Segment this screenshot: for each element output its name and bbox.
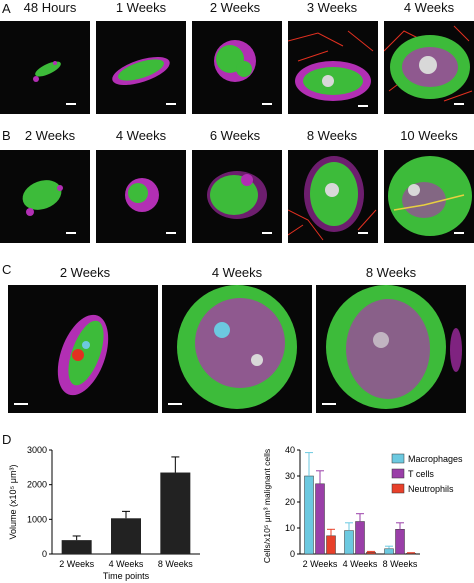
cell-density-bar-chart: 0 10 20 30 40 2 Weeks 4 Weeks 8 Weeks Cells/x10⁵… xyxy=(262,445,463,569)
microscopy-image xyxy=(162,285,312,413)
legend-label: T cells xyxy=(408,469,434,479)
scale-bar xyxy=(166,232,176,234)
legend-swatch xyxy=(391,453,405,464)
bar xyxy=(160,472,191,554)
timepoint-label: 4 Weeks xyxy=(403,0,455,15)
x-tick-label: 8 Weeks xyxy=(383,559,418,569)
bar xyxy=(366,551,376,555)
bar xyxy=(384,548,394,555)
timepoint-label: 2 Weeks xyxy=(209,0,261,15)
x-tick-label: 4 Weeks xyxy=(343,559,378,569)
scale-bar xyxy=(166,103,176,105)
microscopy-image xyxy=(192,21,282,114)
microscopy-image xyxy=(96,150,186,243)
x-tick-label: 4 Weeks xyxy=(109,559,144,569)
scale-bar xyxy=(322,403,336,405)
scale-bar xyxy=(14,403,28,405)
y-tick-label: 30 xyxy=(285,471,295,481)
y-tick-label: 2000 xyxy=(27,480,47,490)
scale-bar xyxy=(262,103,272,105)
x-axis-label: Time points xyxy=(103,571,150,581)
bar xyxy=(395,529,405,555)
timepoint-label: 6 Weeks xyxy=(209,128,261,143)
timepoint-label: 1 Weeks xyxy=(115,0,167,15)
bar xyxy=(355,521,365,555)
microscopy-image xyxy=(0,21,90,114)
legend-swatch xyxy=(391,468,405,479)
microscopy-image xyxy=(288,150,378,243)
microscopy-image xyxy=(288,21,378,114)
panel-d-charts: 0 1000 2000 3000 2 Weeks 4 Weeks 8 Weeks Time p… xyxy=(8,445,463,581)
x-tick-label: 2 Weeks xyxy=(59,559,94,569)
scale-bar xyxy=(358,105,368,107)
bar xyxy=(111,518,141,554)
scale-bar xyxy=(66,232,76,234)
scale-bar xyxy=(454,103,464,105)
y-tick-label: 10 xyxy=(285,523,295,533)
bar xyxy=(344,530,354,555)
microscopy-image xyxy=(192,150,282,243)
y-tick-label: 0 xyxy=(290,549,295,559)
microscopy-image xyxy=(96,21,186,114)
x-tick-label: 2 Weeks xyxy=(303,559,338,569)
microscopy-image xyxy=(384,21,474,114)
bar xyxy=(315,483,325,555)
panel-letter-b: B xyxy=(2,128,11,143)
scale-bar xyxy=(358,232,368,234)
microscopy-image xyxy=(8,285,158,413)
scale-bar xyxy=(66,103,76,105)
bar xyxy=(406,552,416,555)
panel-letter-c: C xyxy=(2,262,12,277)
legend-label: Macrophages xyxy=(408,454,463,464)
microscopy-image xyxy=(316,285,466,413)
panel-letter-d: D xyxy=(2,432,12,447)
timepoint-label: 2 Weeks xyxy=(59,265,111,280)
timepoint-label: 8 Weeks xyxy=(306,128,358,143)
x-tick-label: 8 Weeks xyxy=(158,559,193,569)
y-tick-label: 0 xyxy=(42,549,47,559)
bar xyxy=(304,475,314,555)
y-tick-label: 40 xyxy=(285,445,295,455)
timepoint-label: 10 Weeks xyxy=(400,128,458,143)
y-axis-label: Volume (x10⁵ μm³) xyxy=(8,465,18,540)
timepoint-label: 8 Weeks xyxy=(365,265,417,280)
y-tick-label: 1000 xyxy=(27,514,47,524)
scale-bar xyxy=(168,403,182,405)
microscopy-image xyxy=(0,150,90,243)
timepoint-label: 4 Weeks xyxy=(211,265,263,280)
timepoint-label: 4 Weeks xyxy=(115,128,167,143)
y-tick-label: 3000 xyxy=(27,445,47,455)
volume-bar-chart: 0 1000 2000 3000 2 Weeks 4 Weeks 8 Weeks Time p… xyxy=(8,445,200,581)
timepoint-label: 2 Weeks xyxy=(24,128,76,143)
scale-bar xyxy=(262,232,272,234)
bar xyxy=(326,535,336,555)
microscopy-image xyxy=(384,150,474,243)
scale-bar xyxy=(454,232,464,234)
timepoint-label: 48 Hours xyxy=(23,0,77,15)
bar xyxy=(61,540,92,554)
panel-letter-a: A xyxy=(2,1,11,16)
timepoint-label: 3 Weeks xyxy=(306,0,358,15)
y-tick-label: 20 xyxy=(285,497,295,507)
legend-swatch xyxy=(391,483,405,494)
legend-label: Neutrophils xyxy=(408,484,454,494)
y-axis-label: Cells/x10⁵ μm³ malignant cells xyxy=(262,449,272,563)
